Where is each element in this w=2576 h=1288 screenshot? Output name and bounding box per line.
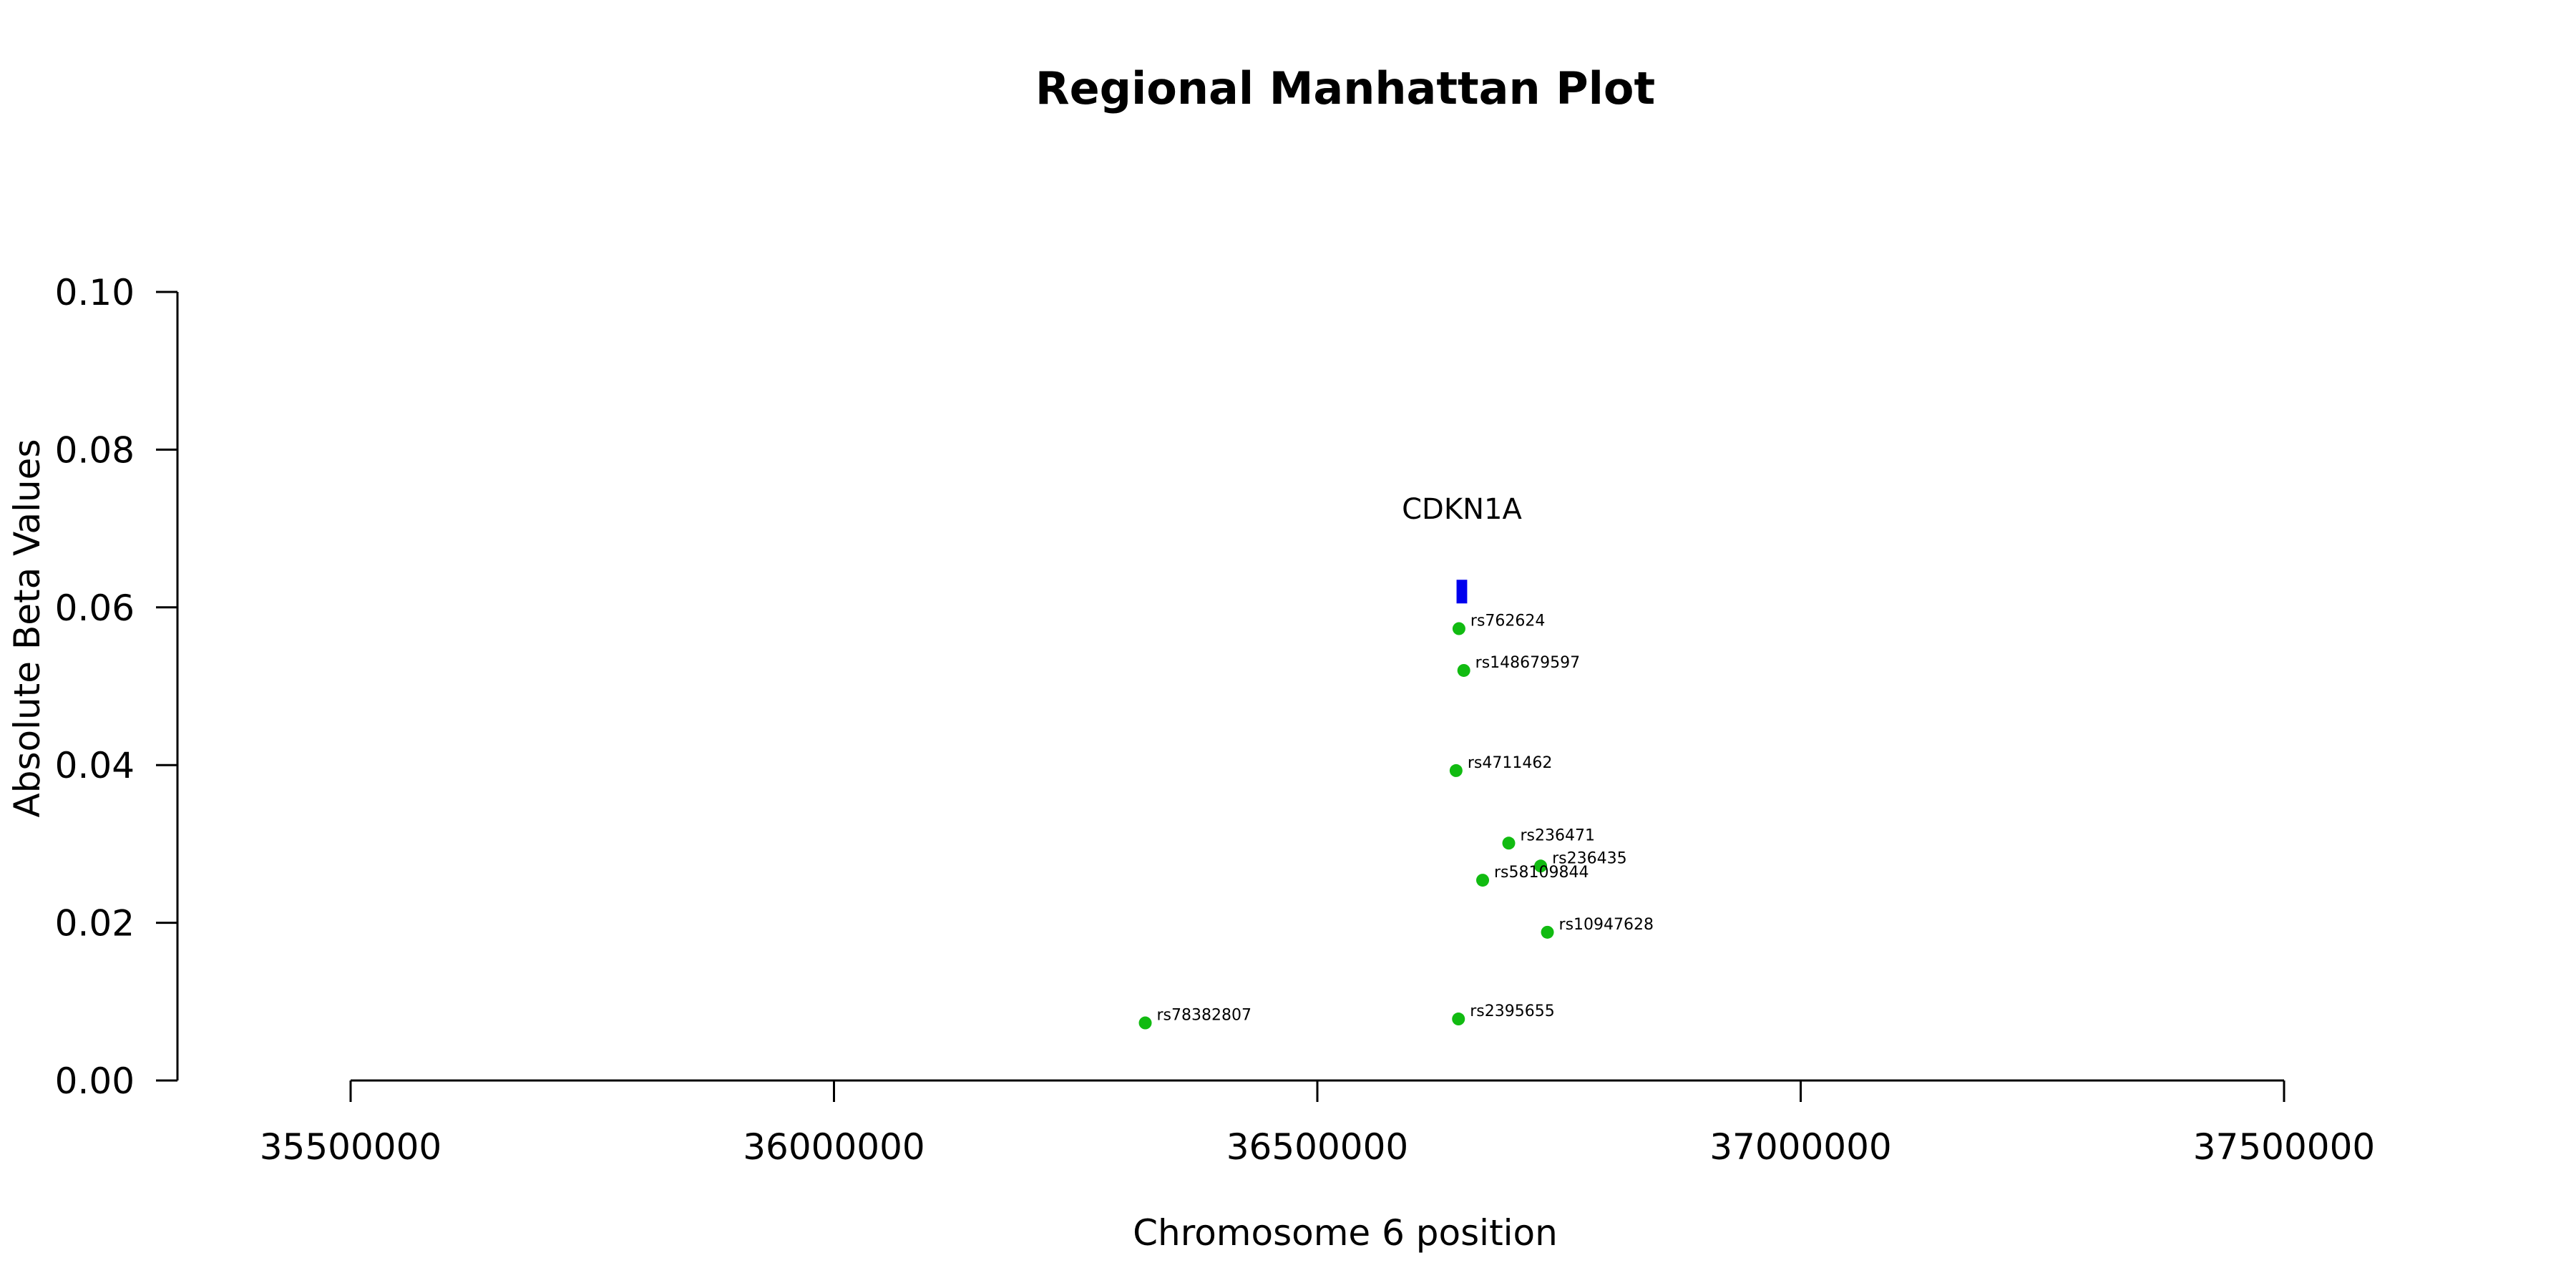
snp-label: rs10947628 — [1559, 916, 1654, 934]
snp-label: rs2395655 — [1470, 1002, 1555, 1020]
x-tick-label: 37500000 — [2193, 1126, 2376, 1168]
snp-label: rs762624 — [1470, 613, 1546, 630]
snp-point — [1452, 622, 1465, 635]
y-tick-label: 0.06 — [55, 587, 135, 629]
y-axis-title: Absolute Beta Values — [6, 439, 48, 818]
snp-label: rs4711462 — [1468, 754, 1553, 772]
snp-point — [1534, 859, 1548, 873]
gene-box — [1456, 580, 1468, 604]
snp-point — [1541, 925, 1554, 939]
gene-label: CDKN1A — [1402, 493, 1522, 526]
y-tick-label: 0.04 — [55, 745, 135, 786]
y-axis: 0.00 0.02 0.04 0.06 0.08 0.10 — [55, 272, 179, 1102]
chart-title: Regional Manhattan Plot — [1035, 62, 1655, 114]
x-tick-label: 36500000 — [1226, 1126, 1409, 1168]
x-axis: 35500000 36000000 36500000 37000000 37500000 — [260, 1079, 2376, 1168]
snp-point — [1452, 1013, 1465, 1026]
x-tick-label: 36000000 — [743, 1126, 925, 1168]
x-tick-label: 35500000 — [260, 1126, 442, 1168]
gene-track: CDKN1A — [1402, 493, 1522, 604]
snp-point — [1138, 1016, 1152, 1030]
snp-point — [1502, 836, 1516, 850]
x-axis-title: Chromosome 6 position — [1133, 1212, 1558, 1254]
snp-points: rs762624 rs148679597 rs4711462 rs236471 rs23… — [1138, 613, 1654, 1030]
snp-label: rs236471 — [1520, 826, 1595, 844]
snp-point — [1449, 763, 1463, 777]
y-tick-label: 0.08 — [55, 429, 135, 471]
snp-label: rs148679597 — [1475, 654, 1580, 672]
y-tick-label: 0.00 — [55, 1060, 135, 1102]
y-tick-label: 0.10 — [55, 272, 135, 313]
y-tick-label: 0.02 — [55, 903, 135, 945]
snp-label: rs78382807 — [1157, 1007, 1252, 1025]
x-tick-label: 37000000 — [1709, 1126, 1892, 1168]
snp-point — [1457, 663, 1470, 677]
snp-label: rs58109844 — [1494, 864, 1589, 882]
snp-label: rs236435 — [1552, 849, 1627, 867]
snp-point — [1476, 874, 1490, 887]
